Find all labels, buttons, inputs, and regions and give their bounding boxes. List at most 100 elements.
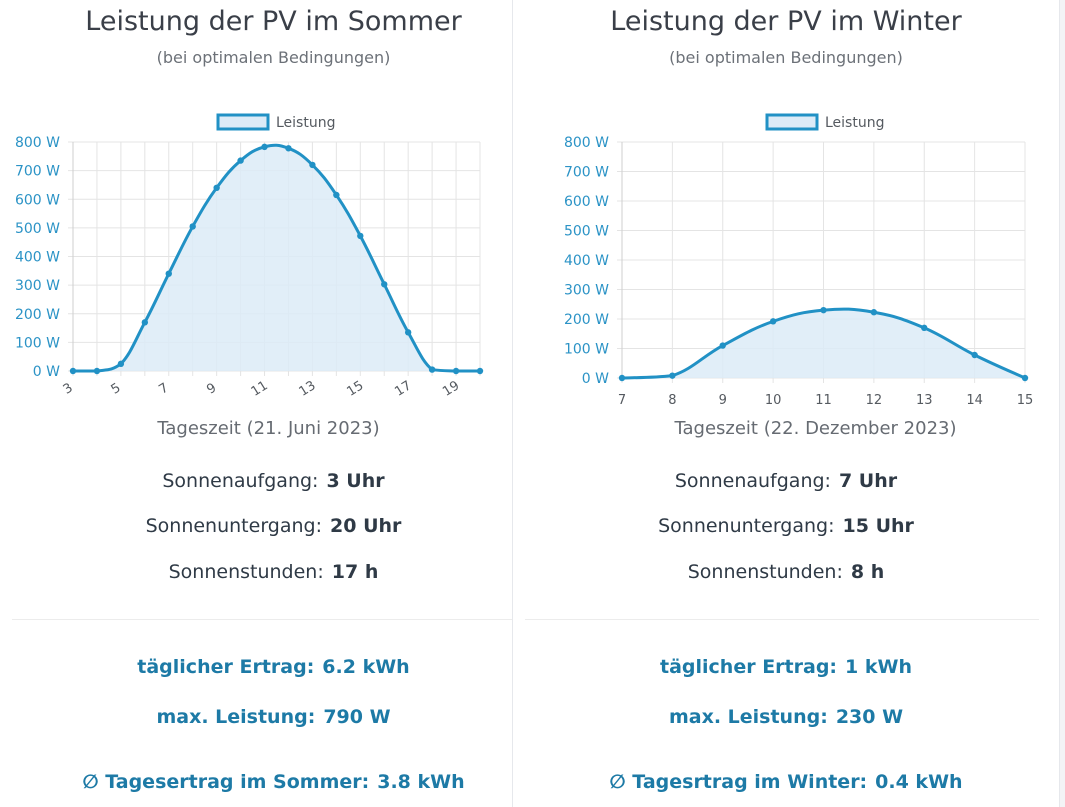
y-tick-label: 800 W [15,135,60,151]
divider [525,619,1039,620]
x-tick-label: 13 [916,393,933,408]
sunset-label: Sonnenuntergang: [658,515,835,537]
sunset-value: 15 Uhr [842,515,914,537]
y-tick-label: 300 W [15,278,60,294]
summer-max-power: max. Leistung: 790 W [0,706,547,728]
data-point [476,367,484,375]
data-point [719,342,726,349]
winter-title: Leistung der PV im Winter [610,6,962,37]
x-tick-label: 17 [392,378,414,399]
summer-sunrise: Sonnenaufgang: 3 Uhr [0,470,547,492]
summer-title: Leistung der PV im Sommer [85,6,462,37]
max-power-label: max. Leistung: [156,706,316,728]
y-tick-label: 500 W [15,221,60,237]
x-tick-label: 14 [966,393,983,408]
data-point [213,184,220,191]
daily-yield-label: täglicher Ertrag: [660,656,838,678]
x-tick-label: 10 [765,393,782,408]
sunrise-label: Sonnenaufgang: [162,470,319,492]
sunrise-value: 3 Uhr [326,470,385,492]
x-tick-label: 11 [815,393,832,408]
data-point [261,143,268,151]
sunrise-value: 7 Uhr [838,470,898,492]
winter-daily-yield: täglicher Ertrag: 1 kWh [513,656,1059,678]
summer-card: Leistung der PV im Sommer (bei optimalen… [0,0,548,807]
x-tick-label: 8 [668,393,676,408]
winter-card: Leistung der PV im Winter (bei optimalen… [512,0,1060,807]
x-tick-label: 7 [156,380,171,397]
winter-subtitle: (bei optimalen Bedingungen) [669,48,903,67]
y-tick-label: 400 W [15,250,60,266]
daily-yield-value: 6.2 kWh [322,656,410,678]
y-tick-label: 300 W [564,283,609,299]
summer-chart: 0 W 100 W 200 W 300 W 400 W 500 W 600 W 700 W 80… [15,113,484,439]
winter-sunset: Sonnenuntergang: 15 Uhr [513,515,1059,537]
summer-sunset: Sonnenuntergang: 20 Uhr [0,515,547,537]
summer-avg-yield: ∅ Tagesertrag im Sommer: 3.8 kWh [0,771,547,793]
series-area [622,309,1025,378]
summer-subtitle: (bei optimalen Bedingungen) [156,48,391,67]
data-point [309,161,316,169]
data-point [669,372,676,379]
x-tick-label: 15 [344,378,366,399]
data-point [189,223,196,230]
y-tick-label: 700 W [564,165,609,181]
data-point [971,351,978,359]
sunrise-label: Sonnenaufgang: [674,470,831,492]
x-tick-label: 19 [440,378,462,399]
legend-label: Leistung [276,115,335,131]
x-tick-label: 11 [249,378,271,399]
legend-label: Leistung [825,115,884,131]
summer-daily-yield: täglicher Ertrag: 6.2 kWh [0,656,547,678]
x-axis-title: Tageszeit (21. Juni 2023) [156,418,379,439]
legend-swatch [216,113,270,131]
data-point [117,360,125,368]
max-power-value: 230 W [835,706,904,728]
data-point [921,324,928,332]
y-tick-label: 600 W [15,192,60,208]
max-power-label: max. Leistung: [668,706,828,728]
sunset-value: 20 Uhr [330,515,402,537]
avg-yield-value: 3.8 kWh [377,771,465,793]
winter-sun-hours: Sonnenstunden: 8 h [513,561,1059,583]
x-tick-label: 15 [1017,393,1034,408]
winter-chart: 0 W 100 W 200 W 300 W 400 W 500 W 600 W 700 W 80… [564,113,1034,439]
x-tick-label: 12 [866,393,883,408]
data-point [69,367,77,375]
y-tick-label: 400 W [564,253,609,269]
y-tick-label: 200 W [15,307,60,323]
x-tick-label: 9 [719,393,727,408]
data-point [237,157,244,164]
data-point [333,191,340,199]
sun-hours-value: 8 h [850,561,885,583]
series-area [73,145,480,371]
daily-yield-value: 1 kWh [845,656,912,678]
summer-sun-hours: Sonnenstunden: 17 h [0,561,547,583]
data-point [404,329,412,336]
y-tick-label: 800 W [564,135,609,151]
data-point [870,309,878,316]
x-tick-label: 7 [618,393,626,408]
x-tick-label: 9 [204,380,219,397]
x-tick-label: 3 [61,380,76,397]
x-tick-label: 13 [297,378,319,399]
data-point [381,281,388,288]
y-tick-label: 200 W [564,312,609,328]
legend: Leistung [765,113,884,131]
x-tick-label: 5 [109,380,124,397]
daily-yield-label: täglicher Ertrag: [137,656,315,678]
x-axis-title: Tageszeit (22. Dezember 2023) [673,418,956,439]
data-point [452,367,460,375]
data-point [769,318,777,325]
y-tick-label: 600 W [564,194,609,210]
data-point [165,270,172,277]
sun-hours-label: Sonnenstunden: [168,561,324,583]
y-tick-label: 0 W [33,364,60,380]
data-point [618,374,626,382]
data-point [93,367,101,375]
sunset-label: Sonnenuntergang: [145,515,323,537]
sun-hours-label: Sonnenstunden: [687,561,843,583]
data-point [820,306,827,314]
avg-yield-value: 0.4 kWh [875,771,963,793]
legend-swatch [765,113,819,131]
